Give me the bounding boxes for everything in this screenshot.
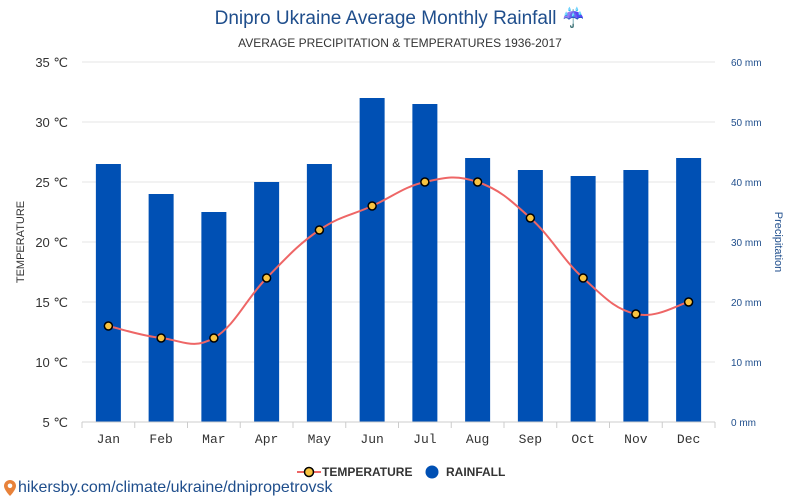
x-tick-label: May	[308, 432, 332, 447]
left-tick-label: 5 ℃	[43, 415, 68, 430]
x-tick-label: Nov	[624, 432, 648, 447]
x-tick-label: Mar	[202, 432, 225, 447]
rainfall-bar[interactable]	[148, 194, 174, 422]
left-tick-label: 20 ℃	[35, 235, 68, 250]
temperature-point[interactable]	[261, 273, 272, 283]
legend-temperature-label: TEMPERATURE	[322, 465, 412, 479]
right-tick-label: 40 mm	[731, 178, 762, 189]
temperature-point[interactable]	[209, 333, 219, 343]
x-tick-label: Jun	[360, 432, 383, 447]
x-tick-label: Oct	[571, 432, 594, 447]
rainfall-bar[interactable]	[201, 212, 227, 422]
temperature-line	[108, 176, 689, 345]
legend: TEMPERATURE RAINFALL	[297, 465, 505, 479]
left-tick-label: 10 ℃	[35, 355, 68, 370]
rainfall-bar[interactable]	[254, 182, 280, 422]
right-tick-label: 50 mm	[731, 118, 762, 129]
rainfall-bar[interactable]	[517, 170, 543, 422]
map-pin-icon	[4, 480, 16, 496]
right-tick-label: 10 mm	[731, 358, 762, 369]
legend-item-temperature[interactable]: TEMPERATURE	[297, 465, 412, 479]
x-tick-label: Jul	[413, 432, 437, 447]
rainfall-bar[interactable]	[465, 158, 491, 422]
source-link-text: hikersby.com/climate/ukraine/dnipropetro…	[18, 479, 333, 496]
x-tick-label: Apr	[255, 432, 278, 447]
rainfall-bar[interactable]	[623, 170, 649, 422]
legend-rainfall-label: RAINFALL	[446, 465, 505, 479]
temperature-point[interactable]	[631, 309, 641, 319]
temperature-point[interactable]	[525, 213, 536, 223]
temperature-point[interactable]	[103, 321, 114, 331]
temperature-point[interactable]	[578, 273, 588, 283]
rainfall-bar[interactable]	[95, 164, 121, 422]
x-tick-label: Feb	[149, 432, 172, 447]
chart-title: Dnipro Ukraine Average Monthly Rainfall …	[214, 8, 586, 29]
x-tick-label: Jan	[97, 432, 120, 447]
rainfall-bars	[95, 98, 702, 422]
x-tick-label: Dec	[677, 432, 700, 447]
legend-rainfall-marker	[425, 465, 439, 479]
right-axis-label: Precipitation	[772, 212, 784, 273]
x-tick-label: Sep	[519, 432, 542, 447]
temperature-point[interactable]	[420, 177, 430, 187]
right-tick-label: 0 mm	[731, 418, 756, 429]
temperature-point[interactable]	[472, 177, 483, 187]
source-link[interactable]: hikersby.com/climate/ukraine/dnipropetro…	[4, 479, 333, 497]
right-tick-label: 30 mm	[731, 238, 762, 249]
axes: 5 ℃ 10 ℃ 15 ℃ 20 ℃ 25 ℃ 30 ℃ 35 ℃ 0 mm 10 mm 20 m…	[35, 55, 761, 447]
temperature-point[interactable]	[156, 333, 166, 343]
left-tick-label: 30 ℃	[35, 115, 68, 130]
rainfall-bar[interactable]	[676, 158, 702, 422]
left-axis-label: TEMPERATURE	[15, 201, 27, 283]
left-tick-label: 25 ℃	[35, 175, 68, 190]
x-tick-label: Aug	[466, 432, 489, 447]
chart-subtitle: AVERAGE PRECIPITATION & TEMPERATURES 193…	[238, 36, 562, 50]
right-tick-label: 20 mm	[731, 298, 762, 309]
left-tick-label: 35 ℃	[35, 55, 68, 70]
rainfall-bar[interactable]	[306, 164, 332, 422]
right-tick-label: 60 mm	[731, 58, 762, 69]
left-tick-label: 15 ℃	[35, 295, 68, 310]
grid-lines	[82, 61, 715, 423]
temperature-point[interactable]	[314, 225, 325, 235]
legend-item-rainfall[interactable]: RAINFALL	[425, 465, 506, 479]
rainfall-bar[interactable]	[570, 176, 596, 422]
temperature-point[interactable]	[367, 201, 377, 211]
legend-temperature-marker	[303, 466, 315, 478]
rainfall-bar[interactable]	[412, 104, 438, 422]
temperature-points	[103, 177, 694, 343]
rainfall-bar[interactable]	[359, 98, 385, 422]
temperature-point[interactable]	[683, 297, 694, 307]
